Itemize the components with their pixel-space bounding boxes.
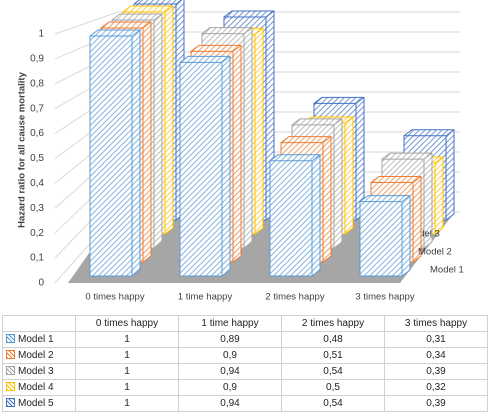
bar — [179, 55, 231, 277]
legend-swatch — [6, 382, 15, 391]
corner-cell — [2, 315, 76, 332]
y-tick-label: 0,5 — [30, 153, 44, 164]
y-tick-label: 0,1 — [30, 253, 44, 264]
legend-label: Model 1 — [18, 334, 54, 345]
column-header: 3 times happy — [384, 315, 488, 332]
depth-label: Model 2 — [418, 247, 452, 258]
value-cell: 0,51 — [281, 347, 385, 364]
value-cell: 0,34 — [384, 347, 488, 364]
legend-label: Model 3 — [18, 366, 54, 377]
y-tick-label: 0,8 — [30, 78, 44, 89]
value-cell: 1 — [75, 363, 179, 380]
table-row: Model 2 1 0,9 0,51 0,34 — [2, 347, 488, 364]
bar — [89, 29, 141, 277]
y-tick-label: 0,4 — [30, 178, 44, 189]
table-row: Model 4 1 0,9 0,5 0,32 — [2, 379, 488, 396]
table-header-row: 0 times happy 1 time happy 2 times happy 3 … — [2, 315, 488, 332]
row-label: Model 2 — [2, 347, 76, 364]
value-cell: 0,89 — [178, 331, 282, 348]
x-tick-label: 0 times happy — [85, 292, 144, 303]
value-cell: 0,31 — [384, 331, 488, 348]
depth-label: Model 1 — [430, 265, 464, 276]
depth-label: Model 3 — [406, 229, 440, 240]
y-tick-label: 0,3 — [30, 203, 44, 214]
x-tick-label: 2 times happy — [265, 292, 324, 303]
x-tick-label: 3 times happy — [355, 292, 414, 303]
column-header: 2 times happy — [281, 315, 385, 332]
bar — [269, 154, 321, 277]
legend-label: Model 5 — [18, 398, 54, 409]
value-cell: 0,94 — [178, 363, 282, 380]
data-table: 0 times happy 1 time happy 2 times happy 3 … — [2, 315, 488, 412]
value-cell: 0,39 — [384, 395, 488, 412]
value-cell: 0,54 — [281, 363, 385, 380]
value-cell: 0,48 — [281, 331, 385, 348]
y-axis-title: Hazard ratio for all cause mortality — [17, 71, 28, 227]
legend-label: Model 4 — [18, 382, 54, 393]
value-cell: 0,5 — [281, 379, 385, 396]
y-tick-label: 0,9 — [30, 54, 44, 65]
y-tick-label: 0,2 — [30, 228, 44, 239]
y-tick-label: 1 — [38, 29, 44, 40]
value-cell: 0,9 — [178, 347, 282, 364]
y-tick-label: 0 — [38, 278, 44, 289]
value-cell: 0,32 — [384, 379, 488, 396]
value-cell: 1 — [75, 395, 179, 412]
value-cell: 1 — [75, 331, 179, 348]
value-cell: 1 — [75, 379, 179, 396]
row-label: Model 5 — [2, 395, 76, 412]
column-header: 0 times happy — [75, 315, 179, 332]
legend-label: Model 2 — [18, 350, 54, 361]
table-row: Model 1 1 0,89 0,48 0,31 — [2, 331, 488, 348]
chart: Hazard ratio for all cause mortality 0 0,… — [17, 0, 464, 303]
legend-swatch — [6, 366, 15, 375]
y-tick-label: 0,7 — [30, 103, 44, 114]
legend-swatch — [6, 350, 15, 359]
value-cell: 0,94 — [178, 395, 282, 412]
grid-line — [54, 11, 460, 35]
bar — [359, 195, 411, 277]
table-row: Model 3 1 0,94 0,54 0,39 — [2, 363, 488, 380]
value-cell: 0,54 — [281, 395, 385, 412]
table-row: Model 5 1 0,94 0,54 0,39 — [2, 395, 488, 412]
x-tick-label: 1 time happy — [178, 292, 233, 303]
value-cell: 1 — [75, 347, 179, 364]
value-cell: 0,39 — [384, 363, 488, 380]
row-label: Model 3 — [2, 363, 76, 380]
legend-swatch — [6, 398, 15, 407]
column-header: 1 time happy — [178, 315, 282, 332]
row-label: Model 4 — [2, 379, 76, 396]
y-tick-label: 0,6 — [30, 128, 44, 139]
value-cell: 0,9 — [178, 379, 282, 396]
legend-swatch — [6, 334, 15, 343]
row-label: Model 1 — [2, 331, 76, 348]
